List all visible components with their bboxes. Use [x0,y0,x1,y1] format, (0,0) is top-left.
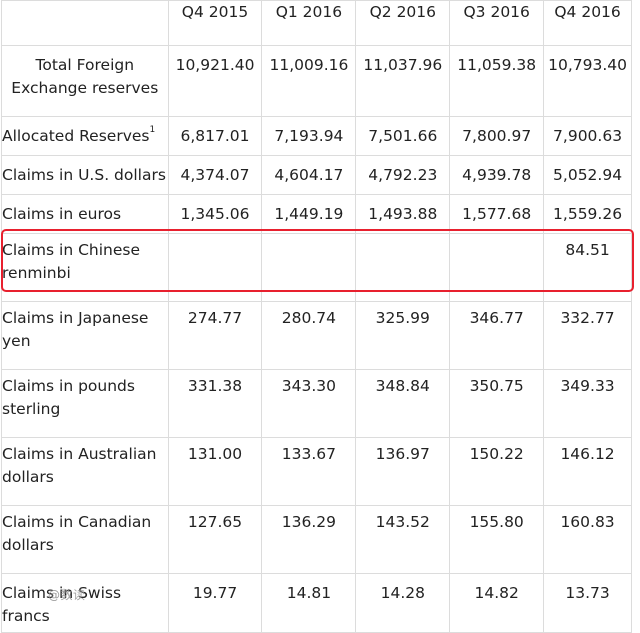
row-label: Claims in Japanese yen [1,301,169,370]
table-cell: 280.74 [261,301,357,370]
table-cell: 84.51 [543,233,632,302]
row-label: Claims in euros [1,194,169,234]
column-header: Q4 2015 [167,0,263,46]
table-cell: 131.00 [167,437,263,506]
table-cell: 325.99 [355,301,451,370]
table-cell: 14.28 [355,573,451,633]
table-cell: 136.97 [355,437,451,506]
table-cell: 14.81 [261,573,357,633]
table-row: Allocated Reserves1 6,817.01 7,193.94 7,… [1,116,632,156]
table-cell: 7,501.66 [355,116,451,156]
table-cell: 160.83 [543,505,632,574]
table-cell: 1,449.19 [261,194,357,234]
table-cell: 143.52 [355,505,451,574]
footnote-marker: 1 [149,125,156,136]
row-label: Claims in Australian dollars [1,437,169,506]
table-cell: 19.77 [167,573,263,633]
table-cell: 4,604.17 [261,155,357,195]
table-cell: 136.29 [261,505,357,574]
table-cell: 10,921.40 [167,45,263,117]
table-cell: 343.30 [261,369,357,438]
table-cell: 11,009.16 [261,45,357,117]
row-label: Total Foreign Exchange reserves [1,45,169,117]
table-row: Claims in Japanese yen 274.77 280.74 325… [1,301,632,370]
table-cell: 155.80 [449,505,545,574]
table-cell: 7,900.63 [543,116,632,156]
table-cell: 350.75 [449,369,545,438]
table-cell: 14.82 [449,573,545,633]
table-cell: 7,800.97 [449,116,545,156]
table-cell: 1,559.26 [543,194,632,234]
table-cell: 1,493.88 [355,194,451,234]
table-cell: 127.65 [167,505,263,574]
column-header: Q1 2016 [261,0,357,46]
table-cell: 5,052.94 [543,155,632,195]
row-label: Claims in Canadian dollars [1,505,169,574]
table-row: Claims in euros 1,345.06 1,449.19 1,493.… [1,194,632,234]
table-row: Claims in U.S. dollars 4,374.07 4,604.17… [1,155,632,195]
table-row: Claims in Canadian dollars 127.65 136.29… [1,505,632,574]
table-cell: 348.84 [355,369,451,438]
table-cell: 274.77 [167,301,263,370]
table-row: Claims in Swiss francs 19.77 14.81 14.28… [1,573,632,633]
table-cell: 13.73 [543,573,632,633]
table-cell: 146.12 [543,437,632,506]
table-cell: 1,345.06 [167,194,263,234]
row-label: Claims in Chinese renminbi [1,233,169,302]
table-cell [355,233,451,302]
row-label: Allocated Reserves1 [1,116,169,156]
table-row-highlighted: Claims in Chinese renminbi 84.51 [1,233,632,302]
table-cell: 1,577.68 [449,194,545,234]
table-cell [449,233,545,302]
table-cell: 332.77 [543,301,632,370]
watermark: @数读 [48,588,86,602]
row-label: Claims in U.S. dollars [1,155,169,195]
table-cell [167,233,263,302]
table-cell: 346.77 [449,301,545,370]
table-row: Total Foreign Exchange reserves 10,921.4… [1,45,632,117]
table-cell: 11,059.38 [449,45,545,117]
table-row: Claims in Australian dollars 131.00 133.… [1,437,632,506]
header-corner-cell [1,0,169,46]
table-cell: 4,939.78 [449,155,545,195]
table-header-row: Q4 2015 Q1 2016 Q2 2016 Q3 2016 Q4 2016 [1,0,632,46]
row-label: Claims in Swiss francs [1,573,169,633]
table-cell: 150.22 [449,437,545,506]
table-cell: 10,793.40 [543,45,632,117]
table-cell: 4,792.23 [355,155,451,195]
table-cell: 6,817.01 [167,116,263,156]
table-cell: 4,374.07 [167,155,263,195]
table-cell: 11,037.96 [355,45,451,117]
table-row: Claims in pounds sterling 331.38 343.30 … [1,369,632,438]
row-label-text: Allocated Reserves [2,126,150,145]
column-header: Q3 2016 [449,0,545,46]
row-label: Claims in pounds sterling [1,369,169,438]
column-header: Q2 2016 [355,0,451,46]
column-header: Q4 2016 [543,0,632,46]
table-cell: 7,193.94 [261,116,357,156]
table-cell [261,233,357,302]
table-cell: 331.38 [167,369,263,438]
table-cell: 133.67 [261,437,357,506]
table-cell: 349.33 [543,369,632,438]
